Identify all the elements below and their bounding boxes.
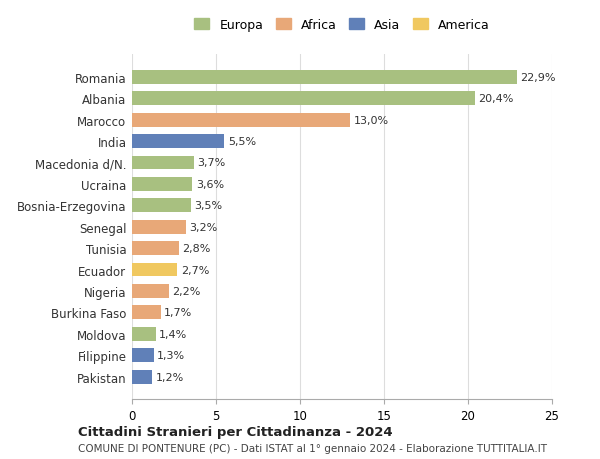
Bar <box>132 113 350 127</box>
Bar <box>132 199 191 213</box>
Bar <box>132 156 194 170</box>
Bar <box>132 92 475 106</box>
Text: 3,7%: 3,7% <box>197 158 226 168</box>
Text: 2,8%: 2,8% <box>182 244 211 253</box>
Bar <box>132 71 517 84</box>
Text: 13,0%: 13,0% <box>354 115 389 125</box>
Bar <box>132 348 154 362</box>
Text: 2,7%: 2,7% <box>181 265 209 275</box>
Text: 3,2%: 3,2% <box>189 222 217 232</box>
Text: 1,3%: 1,3% <box>157 350 185 360</box>
Text: 2,2%: 2,2% <box>172 286 200 296</box>
Bar <box>132 370 152 384</box>
Bar <box>132 306 161 319</box>
Text: 5,5%: 5,5% <box>228 137 256 147</box>
Bar <box>132 135 224 149</box>
Bar <box>132 327 155 341</box>
Text: 20,4%: 20,4% <box>478 94 514 104</box>
Bar <box>132 220 186 234</box>
Text: 1,2%: 1,2% <box>155 372 184 382</box>
Text: 3,5%: 3,5% <box>194 201 222 211</box>
Bar <box>132 178 193 191</box>
Legend: Europa, Africa, Asia, America: Europa, Africa, Asia, America <box>192 17 492 34</box>
Bar <box>132 284 169 298</box>
Text: COMUNE DI PONTENURE (PC) - Dati ISTAT al 1° gennaio 2024 - Elaborazione TUTTITAL: COMUNE DI PONTENURE (PC) - Dati ISTAT al… <box>78 443 547 453</box>
Text: 22,9%: 22,9% <box>520 73 556 83</box>
Text: 1,4%: 1,4% <box>159 329 187 339</box>
Text: 1,7%: 1,7% <box>164 308 192 318</box>
Text: Cittadini Stranieri per Cittadinanza - 2024: Cittadini Stranieri per Cittadinanza - 2… <box>78 425 392 438</box>
Bar <box>132 241 179 256</box>
Bar <box>132 263 178 277</box>
Text: 3,6%: 3,6% <box>196 179 224 190</box>
